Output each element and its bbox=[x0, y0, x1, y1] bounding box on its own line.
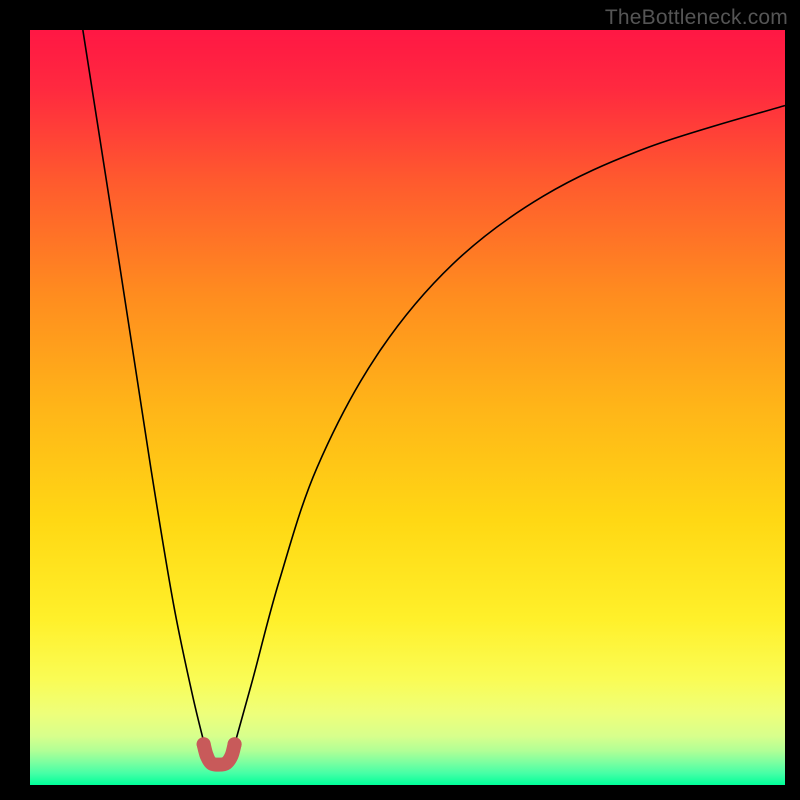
gradient-background bbox=[30, 30, 785, 785]
chart-frame bbox=[30, 30, 785, 785]
watermark-text: TheBottleneck.com bbox=[605, 6, 788, 30]
chart-svg bbox=[30, 30, 785, 785]
